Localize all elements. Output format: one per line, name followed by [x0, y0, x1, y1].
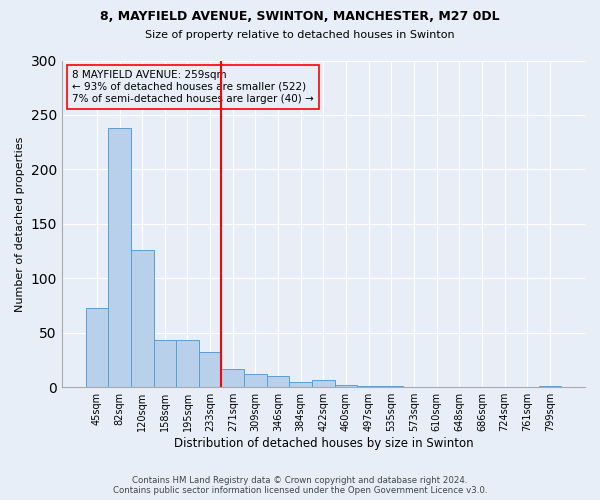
Bar [312, 380, 335, 387]
Bar [108, 128, 131, 387]
Bar [380, 386, 403, 387]
Text: Size of property relative to detached houses in Swinton: Size of property relative to detached ho… [145, 30, 455, 40]
Bar [131, 250, 154, 387]
Bar [199, 352, 221, 387]
Bar [267, 376, 289, 387]
Bar [221, 368, 244, 387]
Bar [154, 340, 176, 387]
Bar [176, 340, 199, 387]
Bar [289, 382, 312, 387]
Text: Contains HM Land Registry data © Crown copyright and database right 2024.
Contai: Contains HM Land Registry data © Crown c… [113, 476, 487, 495]
Bar [86, 308, 108, 387]
X-axis label: Distribution of detached houses by size in Swinton: Distribution of detached houses by size … [173, 437, 473, 450]
Text: 8 MAYFIELD AVENUE: 259sqm
← 93% of detached houses are smaller (522)
7% of semi-: 8 MAYFIELD AVENUE: 259sqm ← 93% of detac… [72, 70, 314, 104]
Text: 8, MAYFIELD AVENUE, SWINTON, MANCHESTER, M27 0DL: 8, MAYFIELD AVENUE, SWINTON, MANCHESTER,… [100, 10, 500, 23]
Bar [335, 385, 358, 387]
Y-axis label: Number of detached properties: Number of detached properties [15, 136, 25, 312]
Bar [244, 374, 267, 387]
Bar [358, 386, 380, 387]
Bar [539, 386, 561, 387]
